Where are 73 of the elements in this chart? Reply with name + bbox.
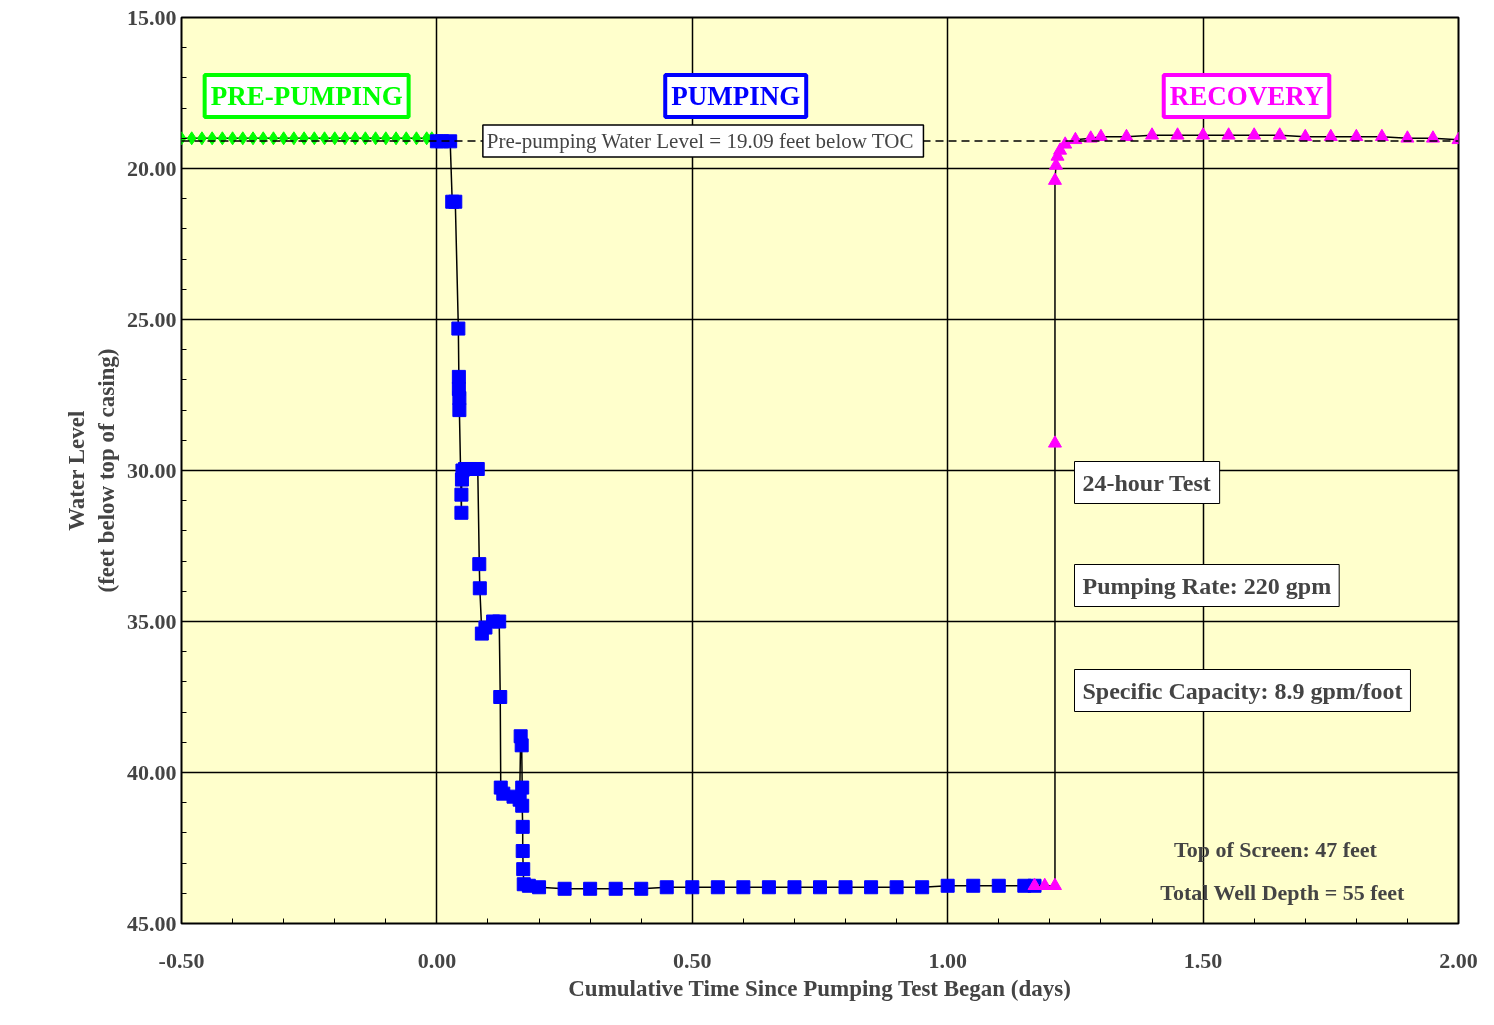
x-tick-label: 1.50 bbox=[1183, 947, 1223, 973]
point bbox=[492, 614, 507, 629]
point bbox=[278, 131, 289, 146]
point bbox=[813, 880, 827, 895]
point bbox=[516, 862, 531, 877]
point bbox=[889, 880, 904, 895]
y-tick-label: 35.00 bbox=[127, 608, 177, 634]
point bbox=[514, 738, 529, 753]
y-tick-label: 40.00 bbox=[127, 759, 177, 785]
point bbox=[710, 880, 725, 895]
x-tick-label: 2.00 bbox=[1439, 947, 1478, 973]
point bbox=[608, 881, 623, 896]
point bbox=[761, 880, 776, 895]
point bbox=[493, 690, 508, 704]
x-tick-label: 0.50 bbox=[673, 947, 712, 973]
point bbox=[1221, 127, 1236, 140]
point bbox=[515, 844, 530, 859]
x-tick-label: -0.50 bbox=[158, 947, 205, 973]
y-tick-label: 30.00 bbox=[127, 457, 177, 483]
point bbox=[515, 798, 530, 813]
point bbox=[1196, 127, 1211, 140]
point bbox=[787, 880, 802, 895]
point bbox=[736, 880, 751, 895]
point bbox=[370, 131, 381, 146]
point bbox=[685, 880, 700, 895]
point bbox=[380, 131, 391, 146]
y-tick-label: 15.00 bbox=[127, 4, 177, 30]
x-axis-title: Cumulative Time Since Pumping Test Began (days) bbox=[568, 975, 1071, 1001]
point bbox=[1047, 172, 1062, 185]
point bbox=[838, 880, 853, 895]
point bbox=[940, 878, 955, 893]
annotation: Pumping Rate: 220 gpm bbox=[1082, 572, 1332, 599]
point bbox=[454, 505, 469, 520]
point bbox=[634, 881, 649, 896]
y-axis-title: Water Level (feet below top of casing) bbox=[64, 348, 119, 593]
point bbox=[329, 131, 340, 146]
ref-line-label: Pre-pumping Water Level = 19.09 feet below TOC bbox=[486, 129, 914, 154]
point bbox=[452, 403, 467, 418]
x-tick-label: 0.00 bbox=[417, 947, 457, 973]
point bbox=[915, 880, 930, 895]
point bbox=[237, 131, 248, 146]
y-tick-label: 45.00 bbox=[127, 910, 177, 936]
point bbox=[1058, 136, 1073, 149]
point bbox=[864, 880, 879, 895]
point bbox=[1170, 127, 1185, 140]
series-label: RECOVERY bbox=[1169, 81, 1324, 112]
point bbox=[1047, 435, 1062, 448]
series-label: PRE-PUMPING bbox=[210, 81, 403, 112]
point bbox=[966, 878, 981, 893]
point bbox=[454, 487, 469, 502]
x-tick-label: 1.00 bbox=[928, 947, 967, 973]
point bbox=[186, 131, 197, 146]
point bbox=[443, 134, 458, 149]
point bbox=[227, 131, 238, 146]
annotation: 24-hour Test bbox=[1082, 469, 1211, 496]
point bbox=[659, 880, 674, 895]
point bbox=[1145, 127, 1160, 140]
point bbox=[515, 780, 530, 795]
point bbox=[991, 878, 1006, 893]
point bbox=[583, 881, 598, 896]
point bbox=[451, 321, 466, 336]
point bbox=[515, 819, 530, 834]
y-tick-label: 25.00 bbox=[127, 306, 177, 332]
point bbox=[557, 881, 572, 896]
point bbox=[472, 581, 487, 596]
point bbox=[319, 131, 330, 146]
annotation: Specific Capacity: 8.9 gpm/foot bbox=[1082, 677, 1403, 704]
point bbox=[472, 557, 487, 572]
text: PUMPING bbox=[671, 81, 801, 112]
point bbox=[532, 880, 547, 895]
y-tick-label: 20.00 bbox=[127, 155, 177, 181]
point bbox=[1247, 127, 1262, 140]
point bbox=[1272, 127, 1287, 140]
